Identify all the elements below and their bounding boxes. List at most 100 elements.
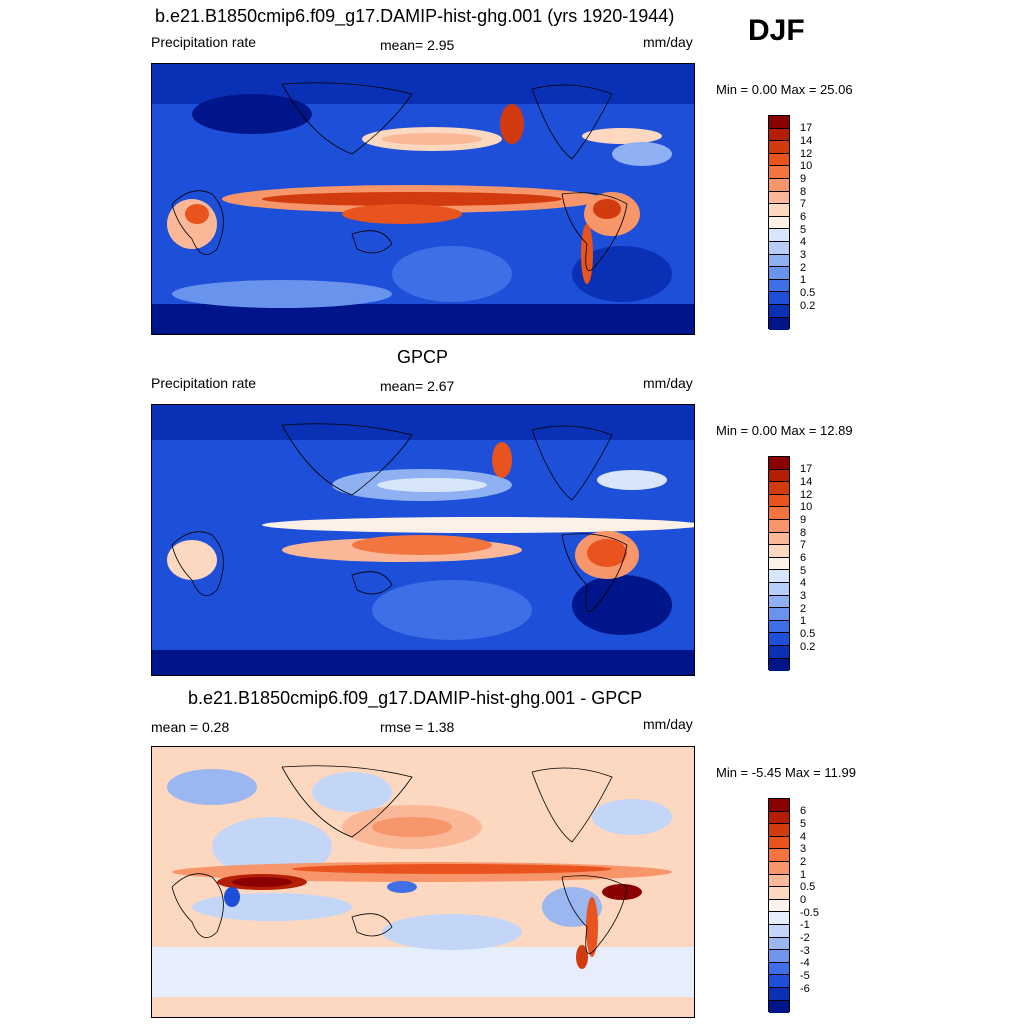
colorbar-swatch (769, 950, 789, 963)
colorbar-tick-label: -6 (800, 983, 810, 995)
colorbar-tick-label: 17 (800, 122, 813, 134)
colorbar-swatch (769, 141, 789, 154)
panel-1-mean-label: mean= 2.95 (380, 37, 455, 53)
colorbar-swatch (769, 887, 789, 900)
colorbar-swatch (769, 216, 789, 230)
colorbar-swatch (769, 849, 789, 862)
colorbar-swatch (769, 557, 789, 571)
colorbar-swatch (769, 116, 789, 129)
panel-1-variable-label: Precipitation rate (151, 34, 257, 50)
colorbar-swatch (769, 153, 789, 167)
colorbar-tick-label: 2 (800, 603, 807, 615)
colorbar-swatch (769, 457, 789, 470)
panel-3-title: b.e21.B1850cmip6.f09_g17.DAMIP-hist-ghg.… (188, 688, 643, 708)
colorbar-swatch (769, 545, 789, 558)
colorbar-tick-label: 8 (800, 527, 807, 539)
colorbar-swatch (769, 861, 789, 875)
colorbar-tick-label: 2 (800, 262, 807, 274)
panel-1-map (151, 63, 695, 335)
colorbar-tick-label: 4 (800, 577, 807, 589)
colorbar-tick-label: 12 (800, 489, 813, 501)
colorbar-swatch (769, 899, 789, 913)
colorbar-swatch (769, 519, 789, 533)
panel-1-colorbar (768, 115, 790, 331)
colorbar-tick-label: -4 (800, 957, 810, 969)
colorbar-tick-label: 4 (800, 831, 807, 843)
panel-2-map (151, 404, 695, 676)
colorbar-swatch (769, 658, 789, 672)
colorbar-tick-label: -3 (800, 945, 810, 957)
colorbar-swatch (769, 482, 789, 495)
colorbar-swatch (769, 279, 789, 293)
colorbar-swatch (769, 229, 789, 242)
colorbar-swatch (769, 1000, 789, 1014)
colorbar-tick-label: 5 (800, 818, 807, 830)
colorbar-swatch (769, 937, 789, 951)
colorbar-swatch (769, 254, 789, 268)
colorbar-tick-label: 3 (800, 249, 807, 261)
panel-2-colorbar (768, 456, 790, 672)
colorbar-swatch (769, 912, 789, 925)
colorbar-swatch (769, 267, 789, 280)
colorbar-tick-label: 1 (800, 615, 807, 627)
colorbar-swatch (769, 570, 789, 583)
colorbar-tick-label: -1 (800, 919, 810, 931)
colorbar-swatch (769, 166, 789, 179)
panel-3-units-label: mm/day (643, 716, 693, 732)
colorbar-tick-label: 14 (800, 135, 813, 147)
colorbar-tick-label: 7 (800, 198, 807, 210)
panel-1-minmax-label: Min = 0.00 Max = 25.06 (716, 82, 853, 97)
panel-1-title: b.e21.B1850cmip6.f09_g17.DAMIP-hist-ghg.… (155, 6, 675, 26)
colorbar-tick-label: 6 (800, 552, 807, 564)
colorbar-tick-label: 10 (800, 501, 813, 513)
colorbar-swatch (769, 962, 789, 976)
colorbar-swatch (769, 620, 789, 634)
season-label: DJF (748, 14, 805, 47)
colorbar-swatch (769, 507, 789, 520)
colorbar-tick-label: 3 (800, 843, 807, 855)
colorbar-tick-label: 5 (800, 565, 807, 577)
colorbar-tick-label: 4 (800, 236, 807, 248)
colorbar-swatch (769, 811, 789, 825)
colorbar-swatch (769, 987, 789, 1001)
colorbar-tick-label: -2 (800, 932, 810, 944)
colorbar-tick-label: 8 (800, 186, 807, 198)
colorbar-swatch (769, 975, 789, 988)
colorbar-swatch (769, 191, 789, 205)
panel-3-mean-label: mean = 0.28 (151, 719, 230, 735)
colorbar-tick-label: 10 (800, 160, 813, 172)
colorbar-tick-label: 6 (800, 805, 807, 817)
colorbar-tick-label: -5 (800, 970, 810, 982)
panel-1-units-label: mm/day (643, 34, 693, 50)
colorbar-swatch (769, 469, 789, 483)
colorbar-tick-label: 3 (800, 590, 807, 602)
colorbar-tick-label: 0.5 (800, 881, 816, 893)
panel-3-colorbar (768, 798, 790, 1014)
colorbar-tick-label: 1 (800, 869, 807, 881)
colorbar-tick-label: 2 (800, 856, 807, 868)
colorbar-tick-label: 14 (800, 476, 813, 488)
colorbar-swatch (769, 128, 789, 142)
colorbar-swatch (769, 178, 789, 192)
colorbar-swatch (769, 204, 789, 217)
panel-2-title: GPCP (397, 347, 449, 367)
colorbar-swatch (769, 494, 789, 508)
colorbar-swatch (769, 304, 789, 318)
panel-3-map (151, 746, 695, 1018)
colorbar-swatch (769, 799, 789, 812)
colorbar-tick-label: 12 (800, 148, 813, 160)
colorbar-tick-label: 9 (800, 173, 807, 185)
colorbar-tick-label: 7 (800, 539, 807, 551)
colorbar-tick-label: 5 (800, 224, 807, 236)
colorbar-swatch (769, 824, 789, 837)
colorbar-tick-label: 1 (800, 274, 807, 286)
colorbar-tick-label: 0.2 (800, 300, 816, 312)
panel-2-mean-label: mean= 2.67 (380, 378, 455, 394)
panel-3-minmax-label: Min = -5.45 Max = 11.99 (716, 765, 856, 780)
colorbar-swatch (769, 645, 789, 659)
colorbar-tick-label: 0 (800, 894, 807, 906)
colorbar-swatch (769, 633, 789, 646)
panel-3-rmse-label: rmse = 1.38 (380, 719, 455, 735)
colorbar-tick-label: 17 (800, 463, 813, 475)
colorbar-swatch (769, 924, 789, 938)
